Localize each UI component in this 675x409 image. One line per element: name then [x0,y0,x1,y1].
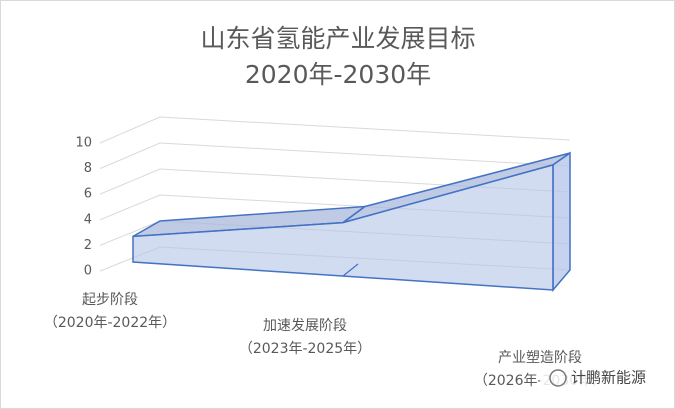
grid-line [99,142,571,170]
y-tick-label: 4 [84,212,92,227]
area-side [552,151,571,293]
x-tick-label: （2020年-2022年） [44,315,176,331]
y-tick-label: 8 [84,161,92,176]
x-tick-label: 起步阶段 [82,292,138,308]
watermark-icon [549,369,567,387]
watermark-bg [540,366,670,390]
grid-line [99,168,571,195]
area-front [132,163,554,291]
x-tick-label: （2023年-2025年） [239,341,371,357]
chart-title: 山东省氢能产业发展目标 [200,24,475,53]
y-tick-label: 2 [84,238,92,253]
y-tick-label: 6 [84,187,92,202]
y-tick-label: 0 [84,264,92,279]
x-tick-label: 加速发展阶段 [263,318,347,334]
x-tick-label: 产业塑造阶段 [498,350,582,366]
watermark-text: 计鹏新能源 [571,369,646,387]
watermark: 计鹏新能源 [540,366,670,390]
chart-subtitle: 2020年-2030年 [245,60,431,89]
grid-line [99,116,571,144]
y-tick-label: 10 [75,136,92,151]
area-divider [342,263,359,277]
